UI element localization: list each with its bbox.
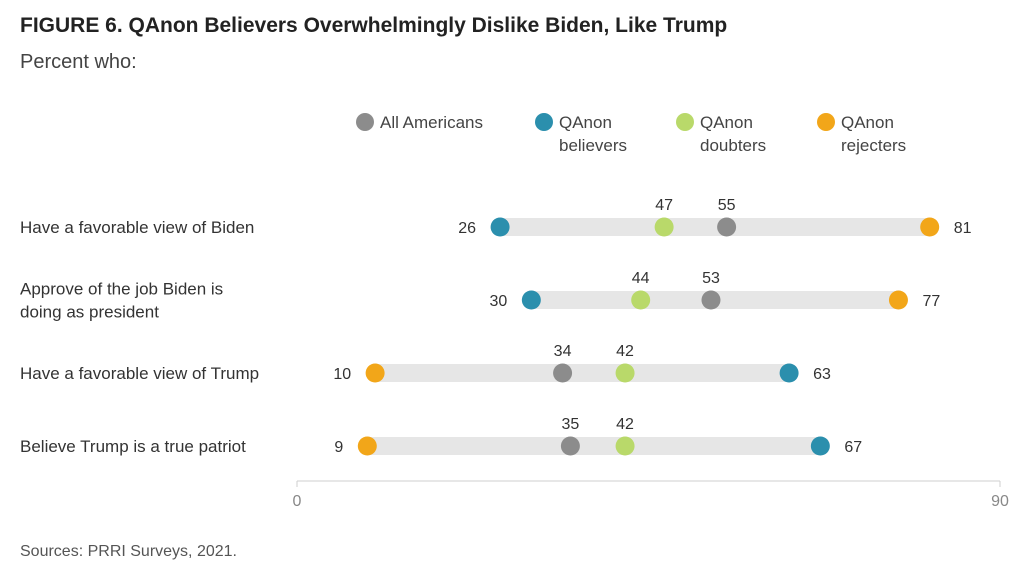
legend-marker-rejecters [817,113,835,131]
value-label-rejecters: 77 [922,293,940,310]
value-label-all_americans: 34 [554,343,572,360]
dot-rejecters [888,290,908,310]
legend-label-believers: believers [559,136,627,155]
dot-doubters [615,436,635,456]
legend-label-all_americans: All Americans [380,113,483,132]
x-tick-label: 0 [293,493,302,510]
legend-label-doubters: QAnon [700,113,753,132]
value-label-believers: 63 [813,366,831,383]
dot-believers [521,290,541,310]
dot-rejecters [365,363,385,383]
dot-believers [779,363,799,383]
dot-rejecters [920,217,940,237]
legend-marker-all_americans [356,113,374,131]
value-label-rejecters: 10 [333,366,351,383]
value-label-believers: 26 [458,220,476,237]
value-label-all_americans: 55 [718,197,736,214]
row-label: doing as president [20,303,159,322]
dot-believers [490,217,510,237]
chart-title: FIGURE 6. QAnon Believers Overwhelmingly… [20,14,728,37]
row-label: Have a favorable view of Biden [20,218,254,237]
legend-marker-doubters [676,113,694,131]
dot-believers [810,436,830,456]
dot-all_americans [701,290,721,310]
legend-label-believers: QAnon [559,113,612,132]
value-label-rejecters: 81 [954,220,972,237]
value-label-rejecters: 9 [334,439,343,456]
dot-rejecters [357,436,377,456]
dot-chart: All Americans QAnon believers QAnon doubters… [20,113,1009,510]
dot-doubters [654,217,674,237]
dot-all_americans [560,436,580,456]
value-label-all_americans: 35 [561,416,579,433]
value-label-doubters: 47 [655,197,673,214]
range-bar [500,218,930,236]
row-label: Approve of the job Biden is [20,280,223,299]
dot-doubters [631,290,651,310]
value-label-believers: 30 [490,293,508,310]
dot-all_americans [553,363,573,383]
row-label: Believe Trump is a true patriot [20,437,246,456]
value-label-doubters: 42 [616,343,634,360]
legend-marker-believers [535,113,553,131]
range-bar [367,437,821,455]
range-bar [375,364,790,382]
row-label: Have a favorable view of Trump [20,364,259,383]
value-label-all_americans: 53 [702,270,720,287]
chart-subtitle: Percent who: [20,51,137,73]
dot-all_americans [717,217,737,237]
dot-doubters [615,363,635,383]
x-tick-label: 90 [991,493,1009,510]
legend-label-rejecters: QAnon [841,113,894,132]
value-label-doubters: 44 [632,270,650,287]
legend-label-doubters: doubters [700,136,766,155]
value-label-doubters: 42 [616,416,634,433]
legend-label-rejecters: rejecters [841,136,906,155]
value-label-believers: 67 [844,439,862,456]
source-note: Sources: PRRI Surveys, 2021. [20,543,237,560]
